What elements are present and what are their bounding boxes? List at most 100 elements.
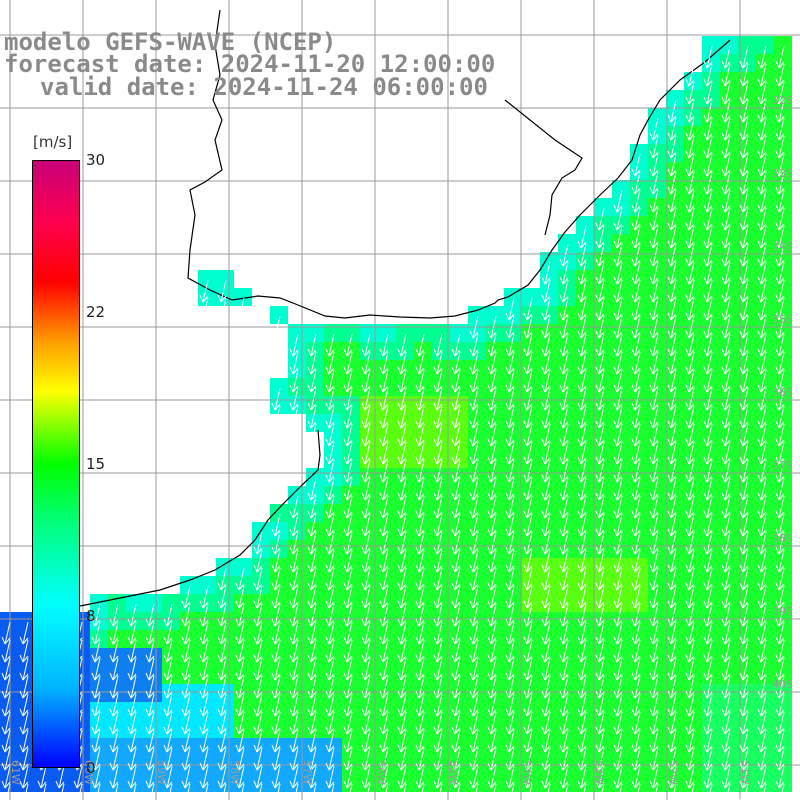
wind-arrow: [109, 747, 119, 771]
wind-arrow: [361, 513, 371, 537]
wind-arrow: [487, 675, 497, 699]
colorbar-tick-8: 8: [86, 607, 96, 625]
wind-arrow: [721, 567, 731, 591]
wind-arrow: [757, 423, 767, 447]
wind-arrow: [595, 261, 605, 285]
wind-arrow: [559, 243, 569, 267]
wind-arrow: [613, 333, 623, 357]
wind-arrow: [505, 567, 515, 591]
wind-arrow: [739, 513, 749, 537]
wind-arrow: [721, 81, 731, 105]
wind-arrow: [361, 333, 371, 357]
wind-arrow: [631, 261, 641, 285]
wind-arrow: [523, 693, 533, 717]
wind-arrow: [397, 729, 407, 753]
wind-arrow: [487, 711, 497, 735]
wind-arrow: [595, 423, 605, 447]
wind-cell: [180, 576, 198, 594]
wind-arrow: [235, 585, 245, 609]
wind-arrow: [235, 297, 245, 321]
wind-arrow: [361, 675, 371, 699]
wind-arrow: [685, 423, 695, 447]
wind-cell: [108, 594, 126, 612]
wind-arrow: [667, 657, 677, 681]
wind-arrow: [199, 693, 209, 717]
wind-arrow: [577, 243, 587, 267]
wind-arrow: [595, 711, 605, 735]
wind-arrow: [595, 315, 605, 339]
wind-arrow: [757, 549, 767, 573]
wind-arrow: [631, 747, 641, 771]
wind-arrow: [613, 549, 623, 573]
wind-arrow: [613, 765, 623, 789]
wind-arrow: [667, 765, 677, 789]
wind-arrow: [523, 567, 533, 591]
wind-arrow: [595, 441, 605, 465]
longitude-label: 57W: [301, 760, 314, 785]
wind-arrow: [343, 747, 353, 771]
wind-arrow: [523, 477, 533, 501]
wind-arrow: [361, 351, 371, 375]
wind-arrow: [739, 423, 749, 447]
wind-arrow: [235, 639, 245, 663]
wind-arrow: [631, 405, 641, 429]
wind-arrow: [487, 315, 497, 339]
wind-arrow: [181, 621, 191, 645]
wind-arrow: [451, 441, 461, 465]
wind-arrow: [433, 567, 443, 591]
wind-arrow: [685, 189, 695, 213]
wind-arrow: [433, 603, 443, 627]
wind-arrow: [451, 621, 461, 645]
wind-arrow: [559, 351, 569, 375]
wind-arrow: [613, 189, 623, 213]
wind-arrow: [649, 549, 659, 573]
wind-arrow: [217, 603, 227, 627]
wind-arrow: [613, 423, 623, 447]
wind-arrow: [649, 333, 659, 357]
wind-arrow: [685, 549, 695, 573]
wind-arrow: [559, 693, 569, 717]
wind-cell: [126, 594, 144, 612]
wind-arrow: [703, 585, 713, 609]
wind-arrow: [685, 171, 695, 195]
wind-arrow: [181, 765, 191, 789]
wind-arrow: [541, 423, 551, 447]
wind-arrow: [631, 279, 641, 303]
wind-arrow: [739, 603, 749, 627]
wind-arrow: [523, 531, 533, 555]
wind-arrow: [145, 603, 155, 627]
wind-arrow: [739, 279, 749, 303]
wind-arrow: [667, 423, 677, 447]
wind-arrow: [559, 549, 569, 573]
wind-cell: [270, 306, 288, 324]
wind-arrow: [397, 549, 407, 573]
wind-arrow: [721, 729, 731, 753]
wind-cell: [342, 324, 360, 342]
wind-arrow: [541, 549, 551, 573]
wind-arrow: [757, 711, 767, 735]
wind-arrow: [469, 477, 479, 501]
wind-arrow: [631, 315, 641, 339]
wind-arrow: [451, 369, 461, 393]
wind-arrow: [469, 585, 479, 609]
wind-arrow: [19, 711, 29, 735]
colorbar-tick-0: 0: [86, 759, 96, 777]
wind-arrow: [541, 567, 551, 591]
wind-cell: [666, 90, 684, 108]
wind-arrow: [685, 711, 695, 735]
wind-arrow: [289, 369, 299, 393]
wind-arrow: [577, 693, 587, 717]
wind-arrow: [685, 567, 695, 591]
wind-arrow: [361, 567, 371, 591]
wind-arrow: [487, 531, 497, 555]
wind-arrow: [505, 675, 515, 699]
wind-arrow: [469, 675, 479, 699]
wind-arrow: [397, 603, 407, 627]
wind-arrow: [703, 387, 713, 411]
wind-arrow: [163, 693, 173, 717]
wind-arrow: [343, 711, 353, 735]
wind-arrow: [253, 549, 263, 573]
wind-arrow: [577, 459, 587, 483]
wind-arrow: [541, 675, 551, 699]
wind-arrow: [757, 351, 767, 375]
